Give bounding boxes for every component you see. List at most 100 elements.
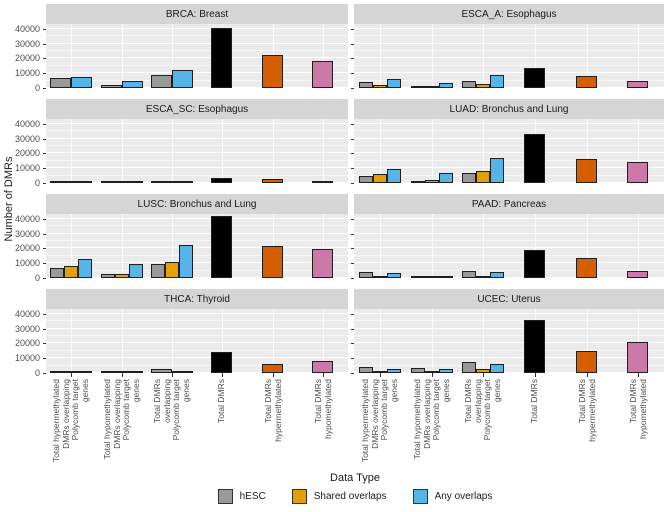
bar xyxy=(627,81,648,88)
x-tick-mark xyxy=(535,373,536,377)
bar xyxy=(425,276,439,278)
bar xyxy=(359,82,373,88)
legend-swatch-icon xyxy=(412,489,428,504)
gridline xyxy=(172,24,173,88)
bar xyxy=(627,342,648,373)
gridline xyxy=(638,214,639,278)
bar xyxy=(411,86,425,88)
gridline xyxy=(354,152,664,153)
y-tick-mark xyxy=(43,278,46,279)
x-axis-title: Data Type xyxy=(330,472,380,484)
x-tick-mark xyxy=(122,373,123,377)
gridline xyxy=(122,24,123,88)
bar xyxy=(490,158,504,183)
y-tick-mark xyxy=(351,263,354,264)
gridline xyxy=(46,225,348,226)
bar xyxy=(387,369,401,373)
y-tick-mark xyxy=(43,373,46,374)
y-tick-mark xyxy=(351,139,354,140)
bar xyxy=(411,368,425,373)
bar xyxy=(524,320,545,373)
bar xyxy=(50,181,71,183)
gridline xyxy=(46,145,348,146)
bar xyxy=(172,70,193,88)
gridline xyxy=(354,225,664,226)
bar xyxy=(576,159,597,183)
plot-area xyxy=(46,214,348,278)
facet-strip-title: LUSC: Bronchus and Lung xyxy=(46,194,348,214)
bar xyxy=(387,79,401,88)
plot-area xyxy=(46,119,348,183)
gridline xyxy=(46,270,348,271)
bar xyxy=(373,371,387,373)
bar xyxy=(425,180,439,183)
gridline xyxy=(354,80,664,81)
gridline xyxy=(354,167,664,168)
gridline xyxy=(46,50,348,51)
gridline xyxy=(483,24,484,88)
bar xyxy=(312,181,333,183)
bar xyxy=(373,276,387,278)
gridline xyxy=(354,87,664,88)
gridline xyxy=(354,372,664,373)
gridline xyxy=(354,65,664,66)
bar xyxy=(165,262,179,278)
bar xyxy=(115,274,129,278)
gridline xyxy=(46,240,348,241)
gridline xyxy=(354,57,664,58)
facet-panel: ESCA_A: Esophagus xyxy=(354,4,664,88)
bar xyxy=(462,271,476,278)
gridline xyxy=(122,309,123,373)
legend-swatch-icon xyxy=(291,489,307,504)
bar xyxy=(262,179,283,183)
gridline xyxy=(46,152,348,153)
y-tick-label: 30000 xyxy=(14,229,40,239)
y-tick-label: 20000 xyxy=(14,148,40,158)
facet-strip-title: LUAD: Bronchus and Lung xyxy=(354,99,664,119)
gridline xyxy=(172,309,173,373)
gridline xyxy=(354,335,664,336)
legend-label: hESC xyxy=(239,491,266,502)
x-tick-mark xyxy=(432,373,433,377)
gridline xyxy=(46,372,348,373)
gridline xyxy=(46,138,348,139)
bar xyxy=(262,55,283,88)
x-tick-mark xyxy=(172,373,173,377)
gridline xyxy=(46,313,348,314)
bar xyxy=(262,246,283,278)
gridline xyxy=(354,35,664,36)
facet-strip-title: ESCA_A: Esophagus xyxy=(354,4,664,24)
y-tick-mark xyxy=(43,88,46,89)
facet-strip-title: THCA: Thyroid xyxy=(46,289,348,309)
bar xyxy=(211,216,232,278)
y-tick-mark xyxy=(43,153,46,154)
gridline xyxy=(46,350,348,351)
gridline xyxy=(354,270,664,271)
y-tick-mark xyxy=(351,234,354,235)
y-tick-label: 40000 xyxy=(14,214,40,224)
gridline xyxy=(354,218,664,219)
bar xyxy=(476,276,490,278)
bar xyxy=(101,274,115,278)
gridline xyxy=(354,175,664,176)
y-tick-label: 10000 xyxy=(14,258,40,268)
gridline xyxy=(323,24,324,88)
bar xyxy=(576,76,597,88)
gridline xyxy=(354,182,664,183)
bar xyxy=(71,371,92,373)
gridline xyxy=(46,72,348,73)
bar xyxy=(101,85,122,88)
bar xyxy=(122,181,143,183)
bar xyxy=(373,85,387,88)
bar xyxy=(524,134,545,183)
gridline xyxy=(71,214,72,278)
gridline xyxy=(354,123,664,124)
gridline xyxy=(587,119,588,183)
legend-label: Shared overlaps xyxy=(313,491,387,502)
y-tick-mark xyxy=(43,329,46,330)
plot-area xyxy=(46,24,348,88)
gridline xyxy=(354,145,664,146)
facet-strip-title: BRCA: Breast xyxy=(46,4,348,24)
gridline xyxy=(46,160,348,161)
